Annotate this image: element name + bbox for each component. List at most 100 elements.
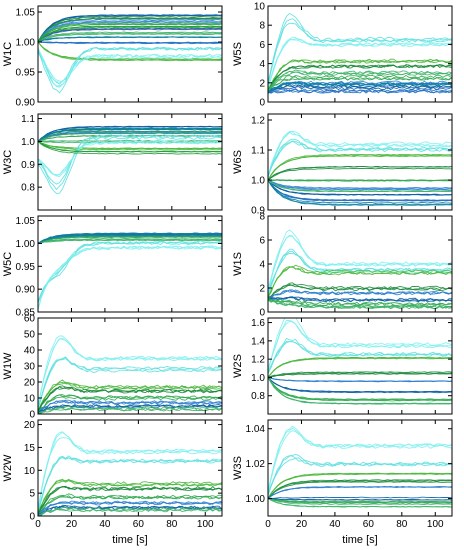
series-line [268, 36, 452, 89]
series-line [268, 300, 452, 310]
series-line [268, 155, 452, 181]
series-line [268, 71, 452, 92]
x-tick-label: 100 [197, 519, 214, 530]
series-line [38, 407, 222, 414]
series-line [38, 141, 222, 150]
series-line [38, 41, 222, 44]
series-line [268, 153, 452, 181]
series-line [268, 376, 452, 393]
series-line [268, 357, 452, 378]
y-tick-label: 1.0 [251, 373, 265, 384]
y-tick-label: 6 [259, 40, 265, 51]
y-tick-label: 10 [254, 2, 266, 13]
panel-w2s: 0.8 1.0 1.2 1.4 1.6 W2S [232, 317, 453, 415]
series-line [38, 356, 222, 411]
series-line [268, 179, 452, 182]
series-line [38, 128, 222, 142]
x-axis-label: time [s] [112, 534, 147, 546]
series-line [268, 179, 452, 190]
series-line [268, 472, 452, 500]
series-line [268, 289, 452, 299]
series-group [38, 14, 222, 94]
x-tick-label: 20 [66, 519, 78, 530]
series-line [38, 337, 222, 406]
series-line [268, 497, 452, 501]
y-tick-label: 1.05 [16, 216, 36, 227]
series-line [38, 33, 222, 43]
series-line [38, 139, 222, 143]
series-line [268, 479, 452, 500]
y-tick-label: 1.00 [246, 494, 266, 505]
y-tick-label: 2 [259, 78, 265, 89]
series-line [268, 179, 452, 196]
series-line [38, 134, 222, 185]
series-line [38, 132, 222, 142]
series-group [268, 425, 452, 508]
series-line [268, 481, 452, 500]
panel-w5c: 0.85 0.90 0.95 1.00 1.05 W5C [2, 215, 223, 319]
series-group [268, 130, 452, 206]
y-tick-label: 4 [259, 59, 265, 70]
series-line [268, 376, 452, 394]
series-line [268, 264, 452, 298]
series-line [38, 501, 222, 515]
series-line [268, 59, 452, 91]
series-line [268, 179, 452, 182]
series-line [38, 27, 222, 43]
series-line [38, 386, 222, 413]
panel-w1s: 0 2 4 6 8 W1S [232, 212, 453, 319]
series-line [268, 229, 452, 290]
series-line [38, 381, 222, 413]
x-tick-label: 40 [99, 519, 111, 530]
series-line [268, 64, 452, 94]
series-line [268, 357, 452, 378]
y-tick-label: 0.8 [251, 391, 265, 402]
series-line [268, 497, 452, 508]
y-tick-label: 60 [24, 314, 36, 325]
y-axis-label: W3C [2, 150, 14, 175]
series-line [38, 47, 222, 83]
series-line [268, 497, 452, 505]
x-tick-label: 60 [133, 519, 145, 530]
series-line [38, 16, 222, 43]
series-line [38, 506, 222, 516]
series-group [38, 232, 222, 310]
series-line [268, 248, 452, 296]
series-line [38, 131, 222, 142]
series-line [268, 296, 452, 302]
y-tick-label: 1.4 [251, 336, 265, 347]
y-tick-label: 30 [24, 362, 36, 373]
series-line [38, 136, 222, 194]
x-tick-label: 100 [427, 519, 444, 530]
y-tick-label: 1.02 [246, 459, 266, 470]
y-tick-label: 0.85 [16, 308, 36, 319]
x-tick-label: 40 [329, 519, 341, 530]
series-line [38, 405, 222, 414]
series-line [38, 32, 222, 43]
series-line [38, 23, 222, 43]
y-tick-label: 0.9 [251, 206, 265, 217]
y-tick-label: 1.6 [251, 318, 265, 329]
series-line [38, 246, 222, 310]
series-line [38, 140, 222, 151]
panel-w1c: 0.90 0.95 1.00 1.05 W1C [2, 5, 223, 109]
series-line [268, 88, 452, 94]
series-line [38, 140, 222, 155]
series-line [38, 141, 222, 153]
series-line [38, 337, 222, 407]
y-tick-label: 8 [259, 21, 265, 32]
y-tick-label: 1.05 [16, 8, 36, 19]
series-line [38, 385, 222, 413]
y-axis-label: W3S [232, 456, 244, 480]
series-line [38, 48, 222, 82]
series-line [38, 41, 222, 62]
y-axis-label: W2S [232, 354, 244, 378]
series-line [268, 69, 452, 92]
y-tick-label: 1.2 [251, 355, 265, 366]
x-tick-label: 0 [35, 519, 41, 530]
y-tick-label: 4 [259, 260, 265, 271]
series-line [268, 457, 452, 497]
y-axis-label: W1S [232, 252, 244, 276]
series-line [268, 377, 452, 401]
x-tick-label: 60 [363, 519, 375, 530]
